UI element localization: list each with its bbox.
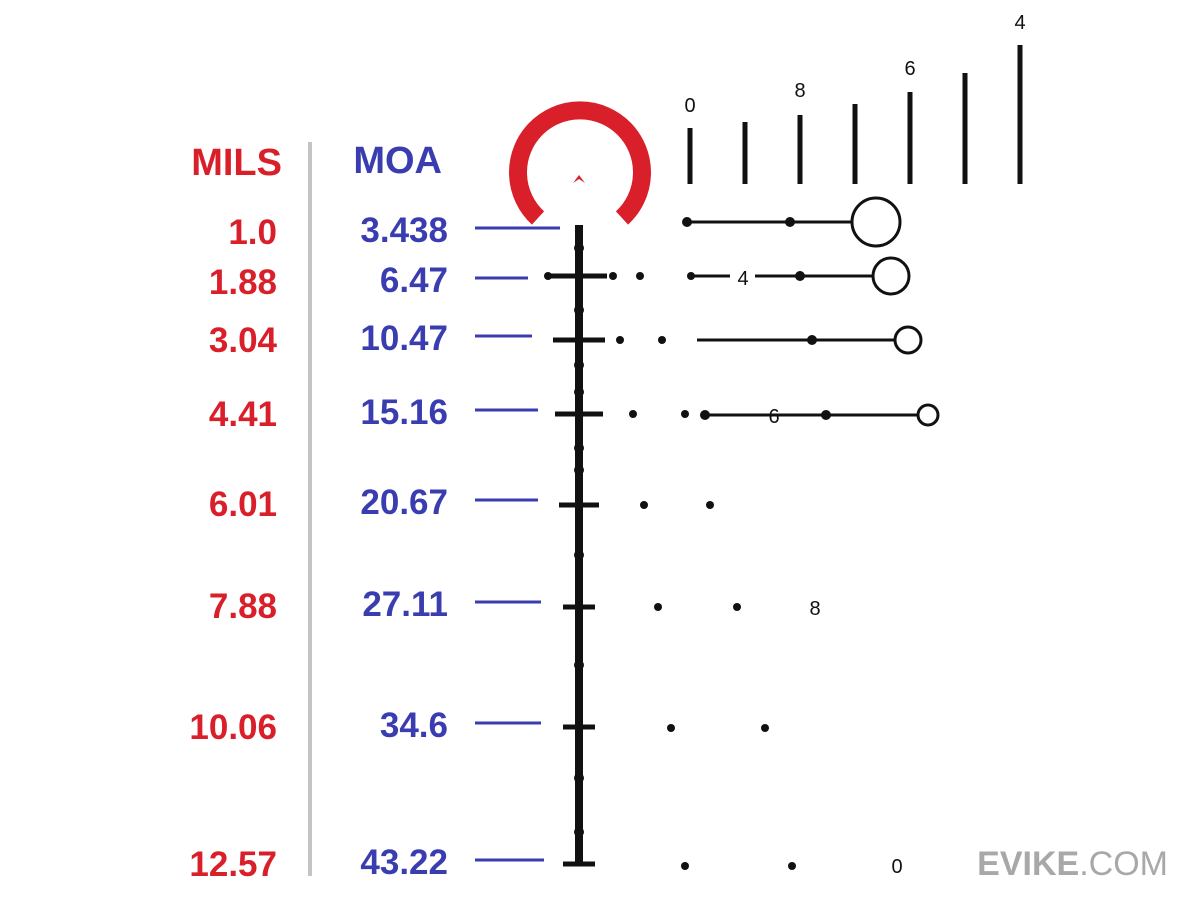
rangefinder-circle	[895, 327, 921, 353]
rangefinder-circles	[682, 198, 938, 425]
moa-value: 6.47	[380, 261, 448, 300]
mils-value: 12.57	[189, 845, 277, 884]
lead-dot	[706, 501, 714, 509]
rangefinder-label: 6	[904, 58, 915, 80]
brand-watermark: EVIKE.COM	[977, 845, 1168, 883]
lead-label: 8	[809, 598, 820, 620]
mils-value: 6.01	[209, 485, 277, 524]
moa-value: 20.67	[360, 483, 448, 522]
mils-value: 4.41	[209, 395, 277, 434]
rangefinder-circle	[873, 258, 909, 294]
lead-dot	[667, 724, 675, 732]
lead-dot	[629, 410, 637, 418]
lead-dot	[658, 336, 666, 344]
mils-value: 3.04	[209, 321, 278, 360]
brand-rest: .COM	[1079, 845, 1168, 883]
lead-dot	[761, 724, 769, 732]
stadia-dot	[574, 360, 584, 370]
lead-label: 0	[891, 856, 902, 878]
stadia-dot	[574, 387, 584, 397]
rangefinder-dot	[821, 410, 831, 420]
lead-label: 4	[737, 268, 748, 290]
lead-dot	[681, 410, 689, 418]
mils-value: 7.88	[209, 587, 277, 626]
rangefinder-label: 8	[794, 80, 805, 102]
stadia-dot	[574, 660, 584, 670]
lead-dot	[544, 272, 552, 280]
horseshoe-ring	[518, 110, 642, 218]
rangefinder-dot	[785, 217, 795, 227]
moa-value: 15.16	[360, 393, 448, 432]
lead-dot	[681, 862, 689, 870]
mils-value: 10.06	[189, 708, 277, 747]
stadia-dot	[574, 243, 584, 253]
rangefinder-circle	[918, 405, 938, 425]
rangefinder-label: 4	[1014, 12, 1025, 34]
center-chevron	[573, 175, 585, 183]
moa-value: 10.47	[360, 319, 448, 358]
lead-dot	[788, 862, 796, 870]
stadia-dot	[574, 305, 584, 315]
lead-dot	[636, 272, 644, 280]
brand-bold: EVIKE	[977, 845, 1079, 883]
rangefinder-dot	[682, 217, 692, 227]
mils-value: 1.88	[209, 263, 277, 302]
stadia-dot	[574, 773, 584, 783]
rangefinder-bars	[690, 45, 1020, 184]
moa-header: MOA	[353, 140, 442, 182]
lead-dot	[733, 603, 741, 611]
lead-dot	[654, 603, 662, 611]
rangefinder-label: 0	[684, 95, 695, 117]
rangefinder-dot	[795, 271, 805, 281]
stadia-dot	[574, 443, 584, 453]
moa-value: 43.22	[360, 843, 448, 882]
rangefinder-dot	[807, 335, 817, 345]
lead-dot	[616, 336, 624, 344]
lead-label: 6	[768, 406, 779, 428]
stadia-dot	[574, 465, 584, 475]
moa-value: 3.438	[360, 211, 448, 250]
mils-header: MILS	[191, 142, 282, 184]
moa-value: 27.11	[362, 585, 448, 624]
stadia-dot	[574, 827, 584, 837]
conversion-table: 1.0 3.438 1.88 6.47 3.04 10.47 4.41 15.16 6.01 20…	[189, 211, 560, 884]
lead-dot	[640, 501, 648, 509]
mils-value: 1.0	[228, 213, 277, 252]
lead-dot	[609, 272, 617, 280]
rangefinder-circle	[852, 198, 900, 246]
stadia-dot	[574, 550, 584, 560]
moa-value: 34.6	[380, 706, 448, 745]
